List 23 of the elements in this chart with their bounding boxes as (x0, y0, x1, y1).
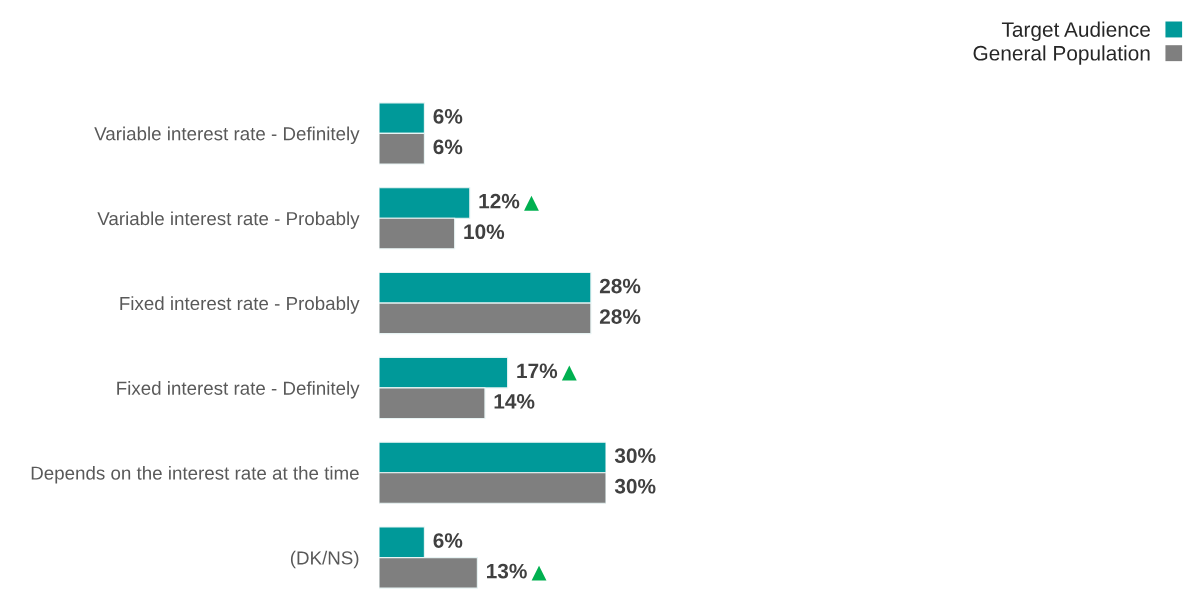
data-label: 28% (599, 278, 641, 294)
annotation: ▲ (524, 195, 539, 211)
data-label: 12% (479, 193, 520, 209)
data-label: 13% (487, 563, 527, 579)
data-label: 10% (464, 224, 505, 240)
data-label: 14% (494, 394, 535, 409)
y-tick-label: Variable interest rate - Definitely (94, 126, 360, 145)
data-label: 30% (614, 478, 656, 494)
y-tick-label: Variable interest rate - Probably (97, 211, 360, 229)
y-tick-label: Fixed interest rate - Definitely (117, 381, 360, 399)
data-label: 6% (433, 139, 463, 155)
y-tick-label: Depends on the interest rate at the time (31, 465, 359, 484)
legend-label: General Population (973, 45, 1150, 65)
data-label: 6% (433, 108, 463, 124)
data-label: 17% (517, 363, 558, 379)
y-tick-label: Fixed interest rate - Probably (120, 296, 360, 314)
y-tick-label: (DK/NS) (290, 550, 359, 569)
data-label: 6% (433, 533, 463, 548)
annotation: ▲ (561, 365, 577, 381)
data-label: 30% (614, 448, 656, 464)
data-label: 28% (599, 309, 641, 324)
annotation: ▲ (531, 565, 547, 581)
legend-label: Target Audience (1001, 21, 1150, 42)
